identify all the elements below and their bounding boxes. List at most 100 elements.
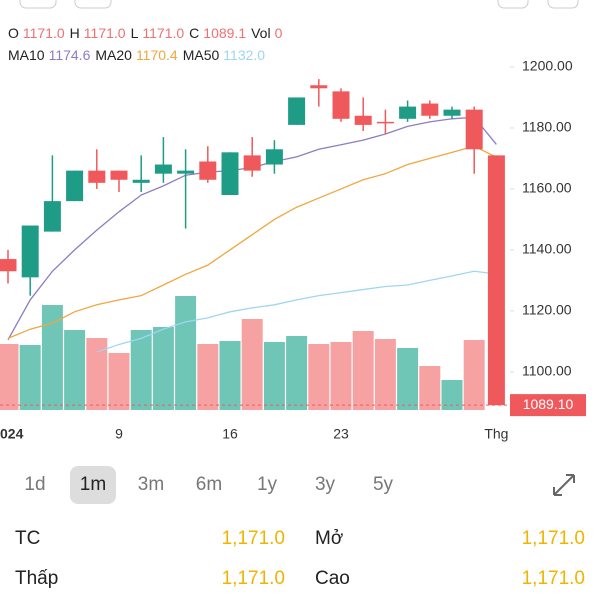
candle-body bbox=[265, 149, 283, 165]
volume-bar bbox=[41, 305, 63, 410]
volume-bar bbox=[463, 340, 485, 410]
period-tab[interactable]: 3y bbox=[314, 474, 336, 495]
candle-body bbox=[376, 121, 394, 124]
top-button[interactable] bbox=[497, 0, 529, 9]
volume-bar bbox=[108, 353, 130, 410]
legend-value: 1171.0 bbox=[23, 25, 65, 41]
candle-body bbox=[465, 109, 483, 150]
volume-bar bbox=[19, 345, 41, 410]
volume-bar bbox=[397, 348, 419, 410]
y-tick-label: 1200.00 bbox=[522, 58, 573, 74]
candle-body bbox=[332, 91, 350, 119]
legend-key: O bbox=[8, 25, 19, 41]
candle-body bbox=[288, 97, 306, 125]
volume-bar bbox=[330, 342, 352, 410]
period-tab[interactable]: 1d bbox=[24, 474, 46, 495]
legend-key: C bbox=[189, 25, 199, 41]
period-tab[interactable]: 5y bbox=[372, 474, 394, 495]
stat-value: 1,171.0 bbox=[221, 568, 285, 589]
volume-bar bbox=[352, 331, 374, 410]
legend-key: H bbox=[70, 25, 80, 41]
chart: O 1171.0 H 1171.0 L 1171.0 C 1089.1 Vol 0 MA10 117… bbox=[0, 0, 586, 442]
y-tick-label: 1100.00 bbox=[522, 363, 572, 379]
x-tick-label: 024 bbox=[0, 426, 24, 442]
volume-bar bbox=[152, 327, 174, 410]
period-tab[interactable]: 3m bbox=[137, 474, 165, 495]
ma-line bbox=[96, 270, 497, 353]
stat-label: TC bbox=[15, 528, 41, 549]
volume-bar bbox=[241, 319, 263, 410]
last-price-label: 1089.10 bbox=[523, 396, 574, 412]
volume-bar bbox=[197, 344, 219, 410]
x-tick-label: 9 bbox=[115, 426, 123, 442]
legend-value: 1089.1 bbox=[203, 25, 246, 41]
legend-key: MA10 bbox=[8, 47, 45, 63]
x-tick-label: 16 bbox=[222, 426, 238, 442]
legend-key: Vol bbox=[251, 25, 270, 41]
candle-body bbox=[0, 259, 17, 272]
legend-value: 1171.0 bbox=[84, 25, 126, 41]
candle-body bbox=[43, 201, 61, 232]
legend-value: 1132.0 bbox=[223, 47, 265, 63]
legend-key: MA20 bbox=[95, 47, 132, 63]
volume-bar bbox=[219, 341, 241, 410]
stat-label: Cao bbox=[315, 568, 350, 589]
volume-bar bbox=[419, 366, 441, 410]
top-button[interactable] bbox=[547, 0, 579, 9]
stat-label: Mở bbox=[315, 528, 344, 549]
candle-body bbox=[421, 103, 439, 116]
stat-label: Thấp bbox=[15, 568, 59, 589]
x-tick-label: 23 bbox=[333, 426, 349, 442]
period-tab[interactable]: 1m bbox=[70, 466, 116, 504]
top-button[interactable] bbox=[74, 0, 112, 9]
candle-body bbox=[21, 225, 39, 278]
y-tick-label: 1140.00 bbox=[522, 241, 572, 257]
stat-value: 1,171.0 bbox=[221, 528, 285, 549]
candle-body bbox=[132, 179, 150, 183]
volume-bar bbox=[86, 338, 108, 410]
legend-value: 0 bbox=[275, 25, 283, 41]
candle-body bbox=[110, 170, 128, 180]
stat-value: 1,171.0 bbox=[521, 568, 585, 589]
volume-bar bbox=[64, 330, 86, 410]
stat-value: 1,171.0 bbox=[521, 528, 585, 549]
volume-bar bbox=[263, 342, 285, 410]
candle-body bbox=[66, 170, 84, 202]
candle-body bbox=[399, 106, 417, 119]
volume-bar bbox=[374, 339, 396, 410]
volume-bar bbox=[308, 344, 330, 410]
volume-bar bbox=[441, 380, 463, 410]
candle-body bbox=[354, 115, 372, 125]
ohlc-legend: O 1171.0 H 1171.0 L 1171.0 C 1089.1 Vol 0 bbox=[8, 25, 283, 41]
plot-area: 1100.00 1120.00 1140.00 1160.00 1180.00 1200.… bbox=[0, 58, 586, 442]
candle-body bbox=[177, 170, 195, 174]
expand-icon[interactable] bbox=[551, 472, 577, 498]
legend-key: MA50 bbox=[183, 47, 220, 63]
period-tab[interactable]: 6m bbox=[195, 474, 223, 495]
ma-line bbox=[7, 145, 497, 339]
legend-value: 1171.0 bbox=[142, 25, 184, 41]
period-tab[interactable]: 1y bbox=[256, 474, 278, 495]
x-tick-label: Thg bbox=[484, 426, 508, 442]
legend-value: 1174.6 bbox=[49, 47, 91, 63]
candle-body bbox=[310, 85, 328, 89]
volume-bar bbox=[130, 330, 152, 410]
candle-body bbox=[243, 155, 261, 171]
candle-body bbox=[88, 170, 106, 183]
volume-bar bbox=[175, 296, 197, 410]
volume-bar bbox=[0, 344, 19, 410]
legend-value: 1170.4 bbox=[136, 47, 178, 63]
candle-body bbox=[221, 152, 239, 196]
ma-legend: MA10 1174.6 MA20 1170.4 MA50 1132.0 bbox=[8, 47, 265, 63]
candle-body bbox=[443, 109, 461, 116]
candle-body bbox=[199, 161, 217, 180]
candle-body bbox=[487, 155, 505, 406]
last-price-box bbox=[510, 394, 586, 417]
legend-key: L bbox=[131, 25, 139, 41]
candle-body bbox=[154, 164, 172, 174]
y-tick-label: 1120.00 bbox=[522, 302, 572, 318]
y-tick-label: 1180.00 bbox=[522, 119, 572, 135]
y-tick-label: 1160.00 bbox=[522, 180, 572, 196]
top-button[interactable] bbox=[19, 0, 57, 9]
